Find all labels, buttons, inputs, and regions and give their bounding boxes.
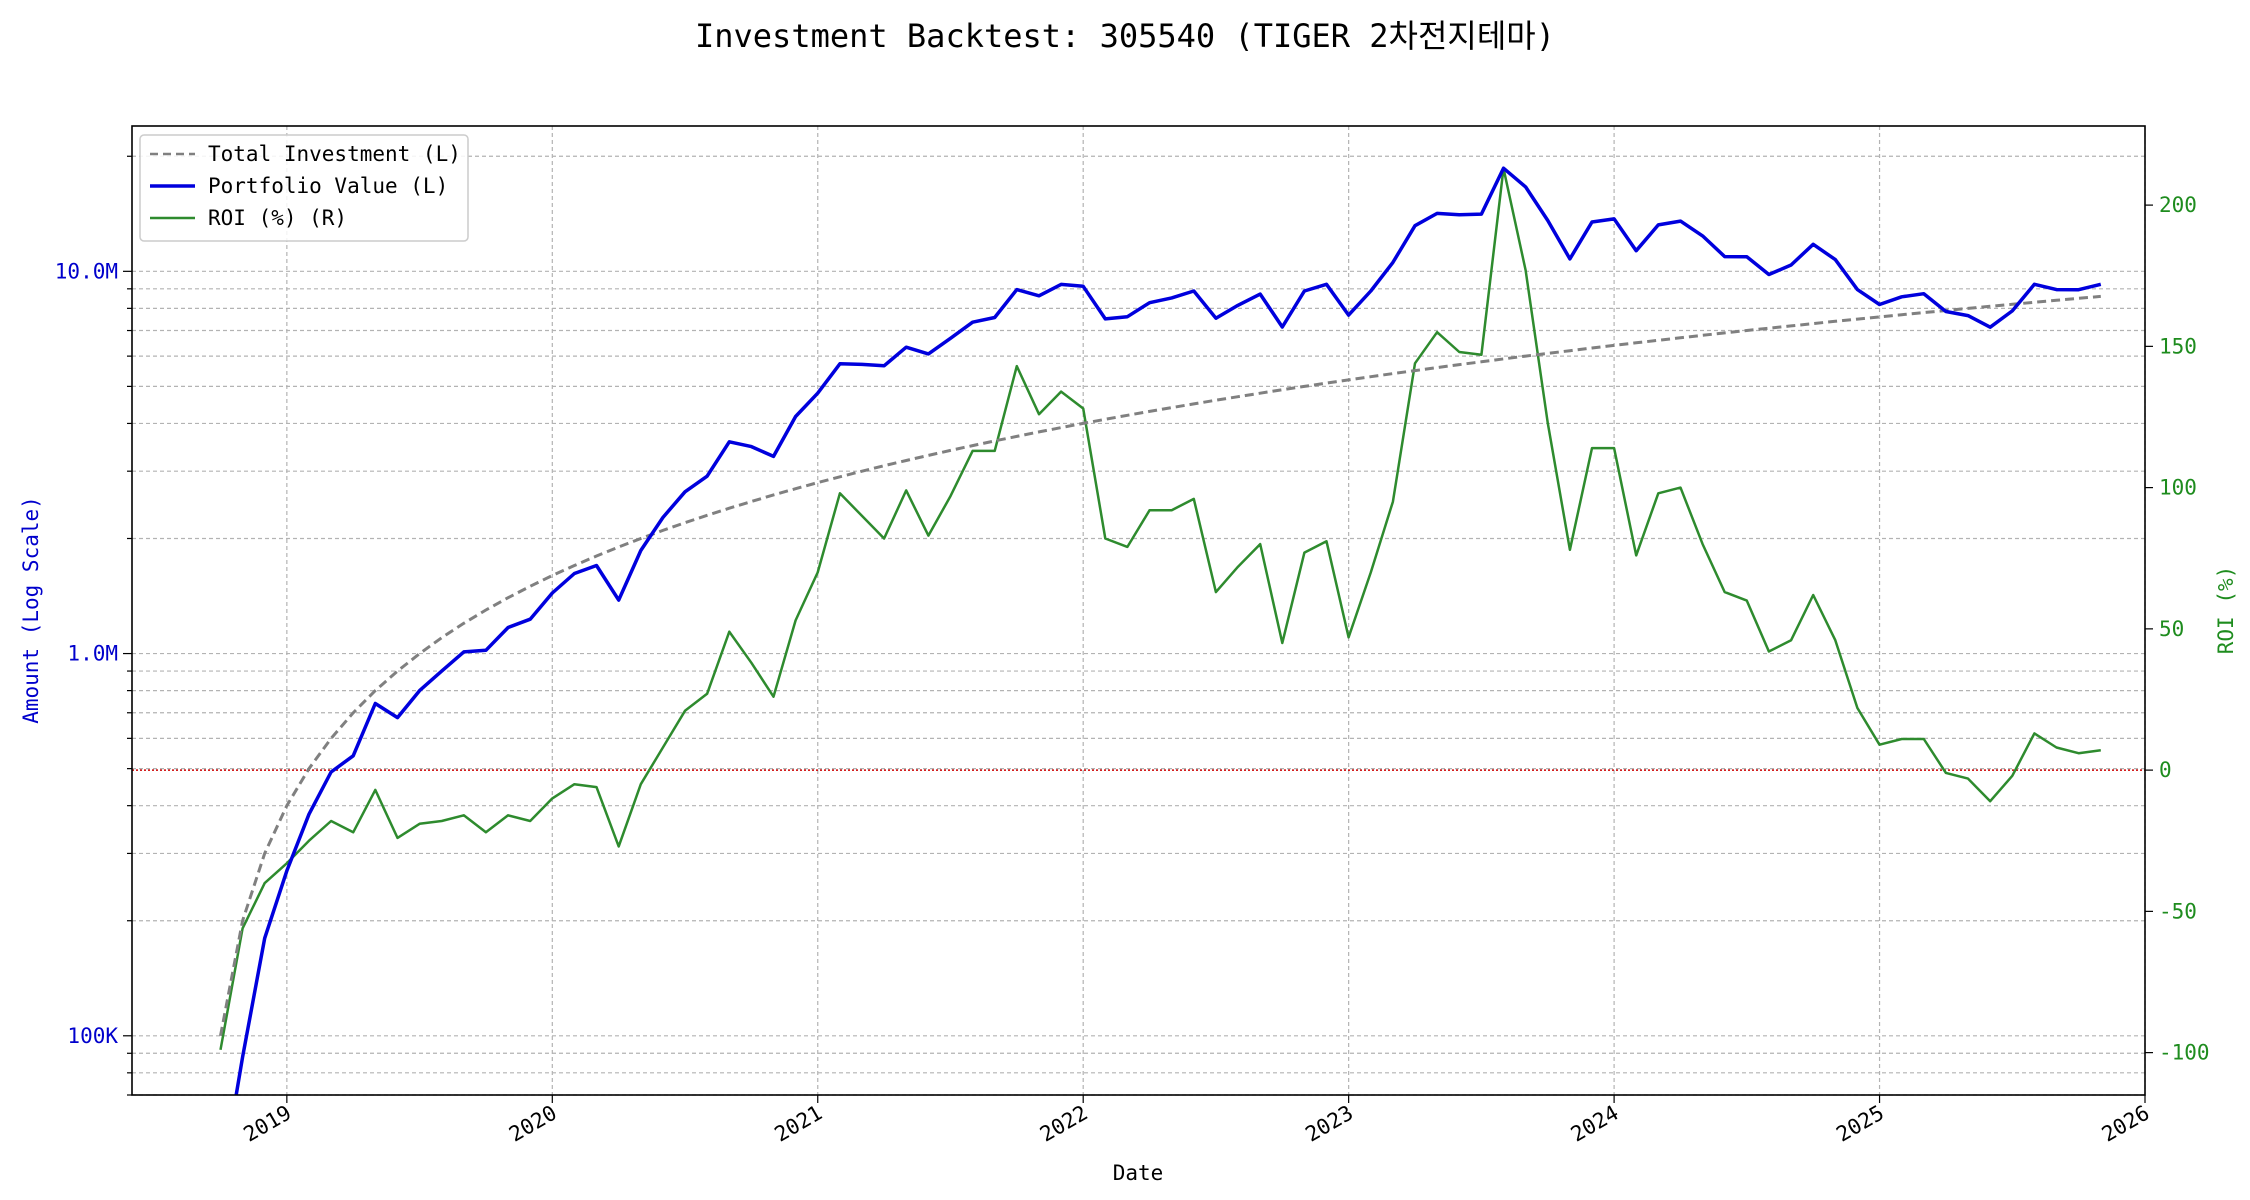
right-y-tick-label: 50 [2159, 617, 2184, 641]
legend-frame [139, 134, 469, 242]
chart-title: Investment Backtest: 305540 (TIGER 2차전지테… [695, 17, 1555, 55]
x-tick-label: 2021 [770, 1101, 826, 1147]
left-y-tick-label: 100K [67, 1024, 118, 1048]
legend-label-roi: ROI (%) (R) [208, 206, 347, 230]
x-tick-label: 2023 [1301, 1101, 1357, 1147]
x-axis-label: Date [1113, 1161, 1164, 1185]
right-y-tick-label: 200 [2159, 193, 2197, 217]
legend: Total Investment (L) Portfolio Value (L)… [139, 134, 469, 242]
axes: 2019 2020 2021 2022 2023 2024 2025 2026 100K 1.0M… [55, 125, 2210, 1147]
left-y-axis-label: Amount (Log Scale) [19, 496, 43, 724]
series-total-investment [219, 294, 2101, 1037]
series-roi [219, 167, 2101, 1051]
x-tick-label: 2026 [2098, 1101, 2154, 1147]
x-tick-label: 2019 [240, 1101, 296, 1147]
plot-frame [131, 125, 2146, 1096]
left-y-tick-label: 10.0M [55, 259, 118, 283]
right-y-axis-label: ROI (%) [2214, 566, 2238, 655]
right-y-tick-label: 150 [2159, 334, 2197, 358]
right-y-tick-label: 100 [2159, 476, 2197, 500]
series-layer [132, 166, 2145, 1095]
x-tick-label: 2020 [505, 1101, 561, 1147]
right-y-tick-label: -100 [2159, 1041, 2210, 1065]
right-y-tick-label: 0 [2159, 758, 2172, 782]
legend-label-portfolio-value: Portfolio Value (L) [208, 174, 448, 198]
x-tick-label: 2024 [1567, 1101, 1623, 1147]
x-tick-label: 2025 [1832, 1101, 1888, 1147]
x-tick-label: 2022 [1036, 1101, 1092, 1147]
right-y-tick-label: -50 [2159, 899, 2197, 923]
left-y-tick-label: 1.0M [67, 642, 118, 666]
legend-label-total-investment: Total Investment (L) [208, 142, 461, 166]
series-portfolio-value [234, 166, 2102, 1095]
